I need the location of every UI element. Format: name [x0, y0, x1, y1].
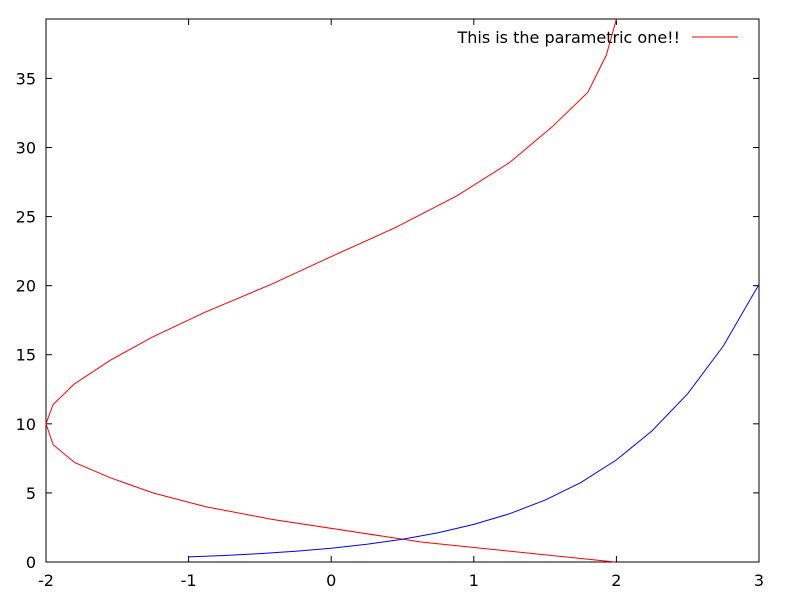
series-line-1 [188, 284, 760, 558]
plot-frame [45, 18, 760, 563]
y-tick-label: 10 [16, 415, 36, 434]
series-layer [45, 18, 760, 563]
y-tick-label: 0 [26, 553, 36, 572]
x-tick-label: -1 [181, 571, 197, 590]
y-axis-ticks: 0 5 10 15 20 25 30 35 [16, 69, 759, 572]
y-tick-label: 30 [16, 138, 36, 157]
x-tick-label: 1 [469, 571, 479, 590]
y-tick-label: 20 [16, 277, 36, 296]
y-tick-label: 15 [16, 346, 36, 365]
x-tick-label: 0 [326, 571, 336, 590]
y-tick-label: 35 [16, 69, 36, 88]
x-tick-label: -2 [38, 571, 54, 590]
legend-label: This is the parametric one!! [456, 28, 680, 47]
x-axis-ticks: -2 -1 0 1 2 3 [38, 19, 764, 590]
y-tick-label: 25 [16, 208, 36, 227]
y-tick-label: 5 [26, 484, 36, 503]
legend: This is the parametric one!! [456, 28, 738, 47]
x-tick-label: 2 [611, 571, 621, 590]
series-line-0 [45, 18, 617, 563]
x-tick-label: 3 [754, 571, 764, 590]
